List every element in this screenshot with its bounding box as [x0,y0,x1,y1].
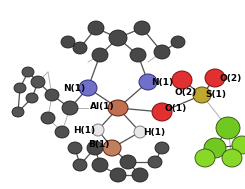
Text: O(2): O(2) [175,88,197,97]
Ellipse shape [195,149,215,167]
Ellipse shape [92,124,104,136]
Text: H(1): H(1) [73,125,95,135]
Text: H(1): H(1) [143,128,165,136]
Ellipse shape [171,36,185,48]
Ellipse shape [132,168,148,182]
Ellipse shape [193,87,211,103]
Ellipse shape [12,107,24,117]
Ellipse shape [134,21,150,35]
Text: Al(1): Al(1) [90,101,114,111]
Ellipse shape [31,76,45,88]
Ellipse shape [204,138,226,158]
Ellipse shape [130,48,146,62]
Ellipse shape [61,36,75,48]
Ellipse shape [148,156,162,168]
Ellipse shape [139,74,157,90]
Ellipse shape [87,141,103,155]
Ellipse shape [92,158,108,172]
Ellipse shape [232,136,245,154]
Ellipse shape [26,93,38,103]
Ellipse shape [68,142,82,154]
Ellipse shape [88,21,104,35]
Ellipse shape [222,149,242,167]
Text: S(1): S(1) [206,91,226,99]
Ellipse shape [155,142,169,154]
Ellipse shape [73,159,87,171]
Text: B(1): B(1) [88,140,110,149]
Text: N(1): N(1) [63,84,85,92]
Ellipse shape [79,80,97,96]
Ellipse shape [103,140,121,156]
Ellipse shape [108,100,128,116]
Ellipse shape [154,45,170,59]
Ellipse shape [134,126,146,138]
Text: O(1): O(1) [165,105,187,114]
Ellipse shape [172,71,192,89]
Ellipse shape [55,126,69,138]
Ellipse shape [73,42,87,54]
Ellipse shape [22,67,34,77]
Ellipse shape [62,101,78,115]
Ellipse shape [92,48,108,62]
Ellipse shape [205,69,225,87]
Ellipse shape [45,89,59,101]
Ellipse shape [152,103,172,121]
Ellipse shape [120,155,136,169]
Text: N(1): N(1) [151,77,173,87]
Ellipse shape [109,30,127,46]
Ellipse shape [216,117,240,139]
Ellipse shape [14,83,26,93]
Ellipse shape [110,168,126,182]
Text: O(2): O(2) [220,74,242,83]
Ellipse shape [41,112,55,124]
